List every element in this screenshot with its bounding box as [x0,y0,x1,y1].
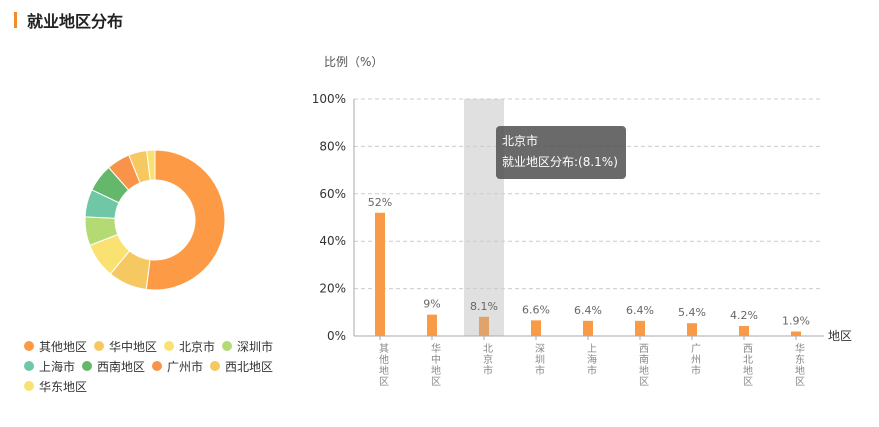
section-title: 就业地区分布 [27,12,124,31]
bar-value-label: 5.4% [678,306,706,319]
bar-value-label: 9% [423,298,440,311]
y-tick-label: 100% [312,92,346,106]
legend-label: 北京市 [179,339,216,354]
legend-marker [222,341,233,351]
x-tick-label: 广州市 [691,343,701,377]
legend-marker [24,361,34,371]
y-tick-label: 40% [319,234,346,248]
legend-marker [24,341,34,351]
bar-value-label: 6.4% [574,304,602,317]
legend-marker [210,361,221,371]
bar[interactable] [479,316,489,336]
bar[interactable] [739,326,749,336]
bar-value-label: 6.6% [522,303,550,316]
x-tick-label: 北京市 [483,343,493,377]
legend-item[interactable]: 上海市 [24,356,75,376]
y-axis-label: 比例（%） [324,55,383,69]
y-tick-label: 20% [319,282,346,296]
x-tick-label: 西南地区 [639,344,649,388]
x-tick-label: 华东地区 [795,342,805,388]
x-tick-label: 其他地区 [379,343,389,388]
legend-label: 广州市 [167,359,204,374]
section-accent-bar [14,12,17,28]
bar[interactable] [375,212,385,336]
donut-legend: 其他地区 华中地区 北京市 深圳市上海市 西南地区 广州市 西北地区华东地区 [24,336,304,396]
y-tick-label: 0% [327,329,346,343]
legend-marker [94,341,105,351]
legend-item[interactable]: 华东地区 [24,376,87,396]
x-tick-label: 深圳市 [535,343,545,377]
legend-label: 深圳市 [237,339,274,354]
chart-tooltip: 北京市 就业地区分布:(8.1%) [496,126,626,179]
bar[interactable] [635,320,645,336]
legend-label: 华东地区 [39,379,88,394]
bar[interactable] [791,331,801,336]
y-tick-label: 80% [319,139,346,153]
tooltip-title: 北京市 [502,134,539,148]
legend-item[interactable]: 西南地区 [82,356,145,376]
legend-item[interactable]: 西北地区 [210,356,273,376]
legend-label: 上海市 [39,359,76,374]
x-tick-label: 上海市 [587,343,597,377]
bar-value-label: 8.1% [470,300,498,313]
legend-item[interactable]: 北京市 [164,336,215,356]
x-tick-label: 西北地区 [743,344,753,388]
tooltip-text: 就业地区分布:(8.1%) [502,155,618,169]
legend-label: 西南地区 [97,359,146,374]
legend-item[interactable]: 华中地区 [94,336,157,356]
legend-marker [82,361,93,371]
legend-label: 其他地区 [39,339,88,354]
legend-marker [164,341,175,351]
bar[interactable] [427,314,437,336]
section-header: 就业地区分布 [14,9,123,31]
bar-chart: 比例（%） 0% 20% 40% 60% 80% 100% 地区 52% 其他地区 9% 华中地区 8.… [312,55,852,388]
bar[interactable] [583,320,593,336]
bar[interactable] [687,323,697,336]
legend-item[interactable]: 其他地区 [24,336,87,356]
bar[interactable] [531,320,541,336]
bar-value-label: 1.9% [782,314,810,327]
legend-item[interactable]: 深圳市 [222,336,273,356]
donut-slice[interactable] [146,149,156,181]
donut-slice[interactable] [145,149,226,291]
bar-value-label: 52% [368,196,392,209]
bar-value-label: 6.4% [626,304,654,317]
legend-item[interactable]: 广州市 [152,356,203,376]
legend-label: 西北地区 [225,359,274,374]
bar-value-label: 4.2% [730,309,758,322]
legend-marker [152,361,163,371]
y-tick-label: 60% [319,187,346,201]
legend-marker [24,381,34,391]
legend-label: 华中地区 [109,339,158,354]
donut-chart [84,149,226,291]
x-axis-label: 地区 [828,329,852,343]
x-tick-label: 华中地区 [431,342,441,388]
